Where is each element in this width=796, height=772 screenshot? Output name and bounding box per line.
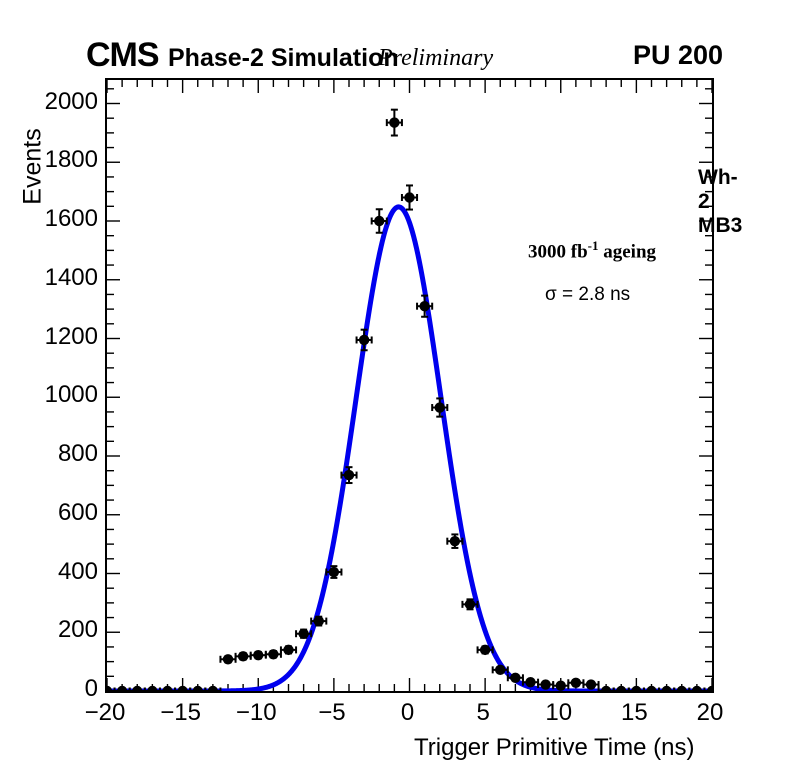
- chamber-label: Wh-2 MB3: [698, 166, 743, 237]
- preliminary-label: Preliminary: [378, 45, 494, 71]
- y-tick-label: 800: [57, 440, 98, 467]
- x-tick-label: −20: [84, 699, 126, 726]
- luminosity-exponent: -1: [587, 238, 599, 253]
- y-tick-label: 1600: [44, 205, 98, 232]
- y-tick-label: 1400: [44, 263, 98, 291]
- y-tick-label: 200: [57, 616, 98, 644]
- plot-canvas: [107, 80, 712, 691]
- plot-header: CMS Phase-2 Simulation Preliminary PU 20…: [0, 36, 796, 74]
- y-tick-label: 1800: [44, 146, 98, 174]
- luminosity-ageing-label: 3000 fb-1 ageing: [528, 238, 656, 263]
- x-axis-tick-labels: −20 −15 −10 −5 0 5 10 15 20: [85, 699, 724, 731]
- cms-logo-text: CMS: [86, 36, 160, 74]
- x-tick-label: 0: [400, 699, 415, 726]
- y-tick-label: 1000: [44, 381, 98, 409]
- x-tick-label: −5: [318, 699, 346, 726]
- y-tick-label: 0: [84, 675, 98, 702]
- plot-frame: Wh-2 MB3: [105, 78, 742, 693]
- x-tick-label: 5: [476, 699, 490, 726]
- y-axis-tick-labels: 0 200 400 600 800 1000 1200 1400 1600 1800 2000: [8, 78, 98, 703]
- x-tick-label: 15: [621, 699, 648, 726]
- y-tick-label: 1200: [44, 322, 98, 350]
- sigma-label: σ = 2.8 ns: [545, 284, 631, 305]
- x-tick-label: −15: [160, 699, 201, 726]
- y-tick-label: 400: [57, 557, 98, 585]
- pileup-label: PU 200: [633, 40, 724, 70]
- ageing-text: ageing: [598, 241, 657, 263]
- y-tick-label: 600: [57, 498, 98, 526]
- x-tick-label: −10: [235, 699, 277, 726]
- x-tick-label: 20: [696, 699, 724, 726]
- luminosity-value: 3000 fb: [528, 241, 588, 263]
- y-tick-label: 2000: [44, 87, 98, 115]
- x-tick-label: 10: [545, 699, 573, 726]
- simulation-label: Phase-2 Simulation: [168, 44, 399, 72]
- x-axis-title: Trigger Primitive Time (ns): [414, 734, 695, 761]
